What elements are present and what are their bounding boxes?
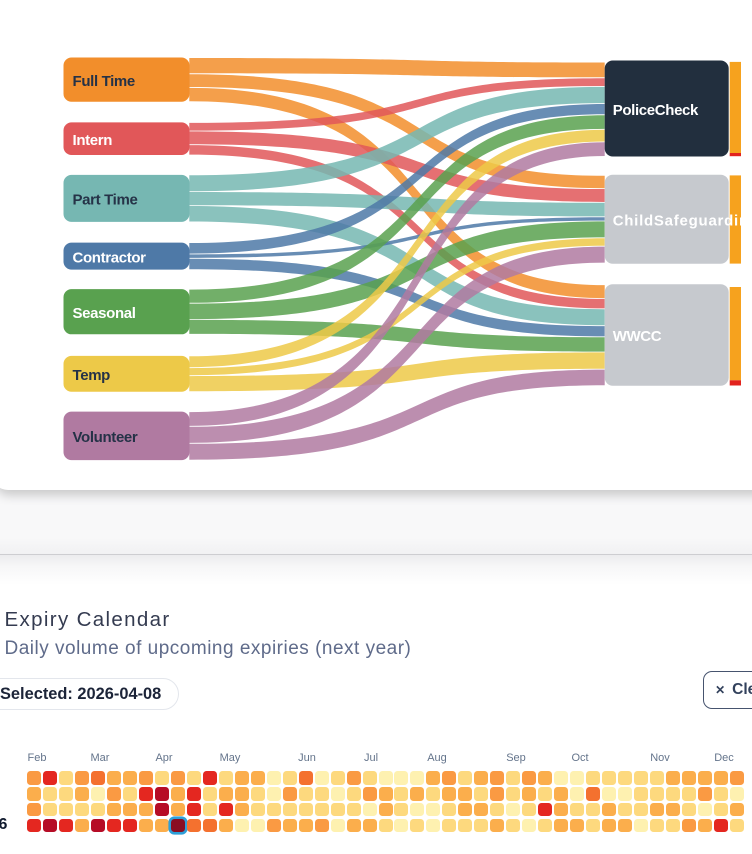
svg-text:Temp: Temp <box>73 367 111 384</box>
svg-text:Part Time: Part Time <box>73 192 138 209</box>
svg-text:Seasonal: Seasonal <box>73 305 136 322</box>
svg-text:Contractor: Contractor <box>73 249 147 266</box>
svg-text:Volunteer: Volunteer <box>73 429 138 446</box>
svg-text:Intern: Intern <box>73 132 113 149</box>
svg-text:PoliceCheck: PoliceCheck <box>613 102 699 119</box>
svg-text:WWCC: WWCC <box>613 328 662 345</box>
svg-text:ChildSafeguarding: ChildSafeguarding <box>613 213 752 230</box>
svg-text:Full Time: Full Time <box>73 73 135 90</box>
